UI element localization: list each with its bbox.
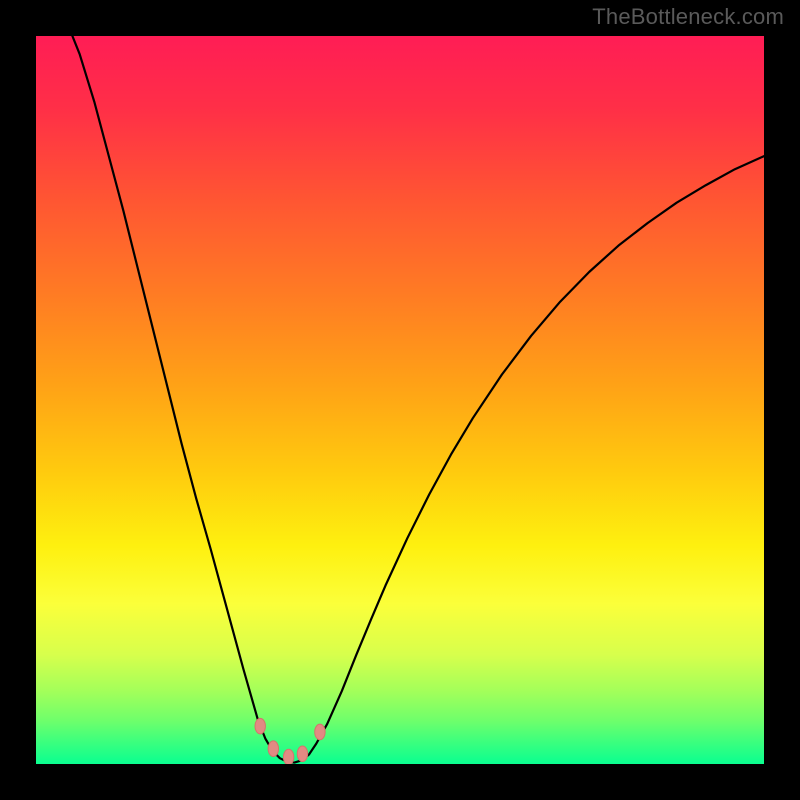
watermark-text: TheBottleneck.com (592, 4, 784, 30)
curve-marker (255, 718, 265, 734)
stage: TheBottleneck.com (0, 0, 800, 800)
bottleneck-chart (36, 36, 764, 764)
curve-marker (297, 746, 307, 762)
curve-marker (283, 749, 293, 764)
plot-background (36, 36, 764, 764)
curve-marker (315, 724, 325, 740)
curve-marker (268, 741, 278, 757)
